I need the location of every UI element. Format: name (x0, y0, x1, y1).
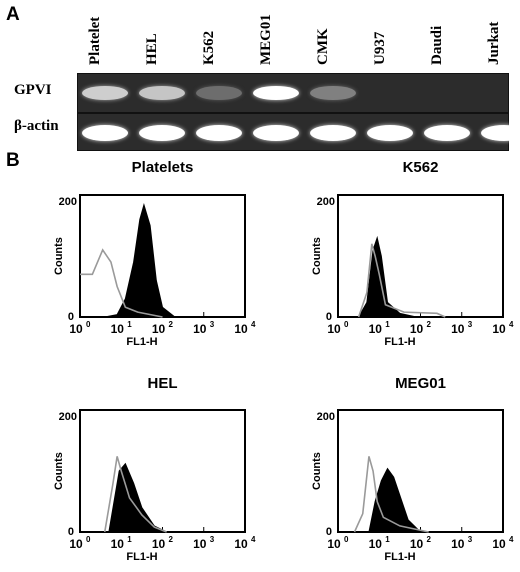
gel-band (82, 86, 128, 100)
y-axis-label: Counts (311, 237, 323, 275)
y-axis-label: Counts (311, 452, 323, 490)
plot-frame (79, 194, 246, 318)
plot-title: Platelets (132, 159, 194, 176)
y-axis-label: Counts (53, 452, 65, 490)
x-tick-label: 10 (111, 322, 125, 336)
filled-histogram (368, 467, 422, 533)
x-tick-exponent: 0 (86, 535, 91, 544)
gpvi-gel-strip (77, 73, 509, 113)
plot-title: HEL (148, 375, 178, 392)
gel-band (196, 125, 242, 141)
plot-title: K562 (403, 159, 439, 176)
x-tick-label: 10 (492, 537, 506, 551)
gpvi-row-label: GPVI (14, 82, 52, 98)
x-axis-label: FL1-H (384, 336, 415, 348)
x-tick-label: 10 (69, 537, 83, 551)
beta-actin-gel-strip (77, 113, 520, 151)
x-tick-exponent: 4 (251, 320, 256, 329)
x-tick-label: 10 (234, 322, 248, 336)
x-tick-exponent: 2 (169, 535, 174, 544)
x-tick-exponent: 3 (468, 535, 473, 544)
x-tick-label: 10 (451, 322, 465, 336)
gel-band (139, 86, 185, 100)
x-tick-label: 10 (492, 322, 506, 336)
y-tick-label: 0 (68, 526, 74, 538)
plot-title: MEG01 (395, 375, 446, 392)
panel-a-letter: A (6, 4, 20, 25)
control-histogram (103, 456, 167, 533)
x-axis-label: FL1-H (126, 336, 157, 348)
gel-band (310, 125, 356, 141)
x-tick-label: 10 (193, 537, 207, 551)
x-tick-label: 10 (410, 322, 424, 336)
x-tick-exponent: 1 (385, 535, 390, 544)
x-tick-exponent: 0 (344, 320, 349, 329)
gel-band (139, 125, 185, 141)
plot-frame (79, 409, 246, 533)
gel-band (424, 125, 470, 141)
x-tick-label: 10 (327, 322, 341, 336)
gel-band (253, 86, 299, 100)
x-tick-label: 10 (369, 537, 383, 551)
control-histogram (353, 456, 429, 533)
x-tick-label: 10 (234, 537, 248, 551)
x-tick-exponent: 2 (169, 320, 174, 329)
x-tick-label: 10 (327, 537, 341, 551)
x-tick-exponent: 4 (509, 535, 514, 544)
control-histogram (357, 243, 446, 318)
x-tick-exponent: 3 (210, 535, 215, 544)
control-histogram (80, 248, 163, 318)
x-tick-label: 10 (111, 537, 125, 551)
x-tick-exponent: 1 (127, 320, 132, 329)
filled-histogram (108, 462, 167, 533)
x-tick-exponent: 3 (210, 320, 215, 329)
x-tick-exponent: 2 (427, 535, 432, 544)
panel-b-letter: B (6, 150, 20, 171)
x-tick-exponent: 1 (385, 320, 390, 329)
y-tick-label: 0 (68, 311, 74, 323)
x-axis-label: FL1-H (384, 551, 415, 563)
y-tick-label: 0 (326, 311, 332, 323)
x-tick-label: 10 (369, 322, 383, 336)
x-tick-label: 10 (193, 322, 207, 336)
y-axis-label: Counts (53, 237, 65, 275)
beta-actin-row-label: β-actin (14, 118, 59, 134)
x-tick-exponent: 3 (468, 320, 473, 329)
filled-histogram (104, 202, 177, 318)
gel-band (310, 86, 356, 100)
x-tick-exponent: 0 (344, 535, 349, 544)
gel-band (196, 86, 242, 100)
x-tick-exponent: 2 (427, 320, 432, 329)
x-tick-label: 10 (451, 537, 465, 551)
x-tick-label: 10 (152, 537, 166, 551)
y-tick-label: 200 (317, 411, 335, 423)
x-tick-label: 10 (410, 537, 424, 551)
x-tick-exponent: 4 (251, 535, 256, 544)
x-axis-label: FL1-H (126, 551, 157, 563)
x-tick-exponent: 1 (127, 535, 132, 544)
gel-band (82, 125, 128, 141)
gel-band (253, 125, 299, 141)
gel-band (367, 125, 413, 141)
filled-histogram (357, 235, 417, 318)
plot-frame (337, 194, 504, 318)
y-tick-label: 200 (59, 411, 77, 423)
gel-band (481, 125, 520, 141)
y-tick-label: 200 (317, 196, 335, 208)
y-tick-label: 0 (326, 526, 332, 538)
x-tick-label: 10 (152, 322, 166, 336)
x-tick-exponent: 0 (86, 320, 91, 329)
y-tick-label: 200 (59, 196, 77, 208)
x-tick-exponent: 4 (509, 320, 514, 329)
x-tick-label: 10 (69, 322, 83, 336)
